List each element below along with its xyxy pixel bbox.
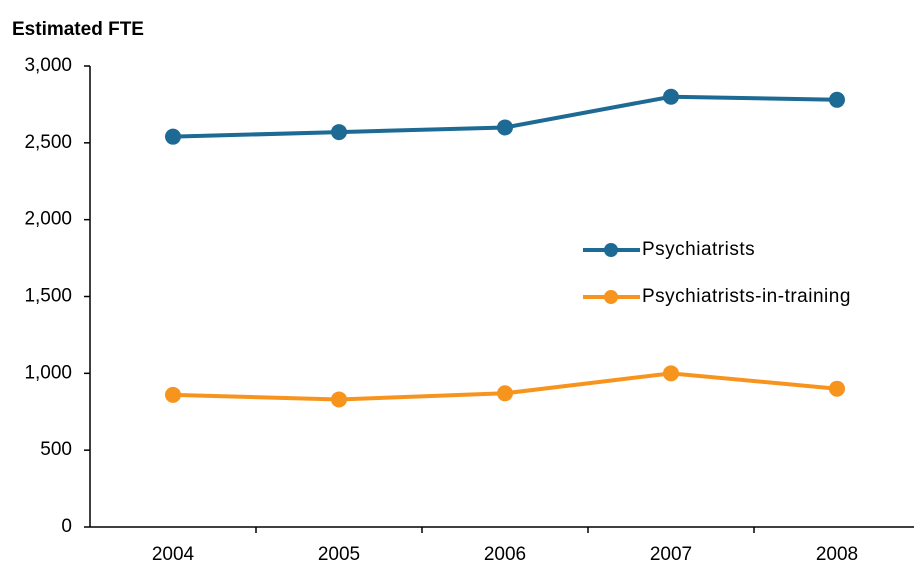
- point: [497, 385, 513, 401]
- point: [497, 119, 513, 135]
- legend-label: Psychiatrists: [642, 239, 755, 260]
- legend-marker: [604, 243, 618, 257]
- x-tick-label: 2007: [650, 544, 692, 565]
- point: [165, 387, 181, 403]
- y-axis-label: Estimated FTE: [12, 19, 144, 40]
- point: [829, 92, 845, 108]
- legend-marker: [604, 290, 618, 304]
- y-tick-label: 2,000: [24, 209, 72, 230]
- x-tick-label: 2004: [152, 544, 195, 565]
- point: [829, 381, 845, 397]
- y-tick-label: 3,000: [24, 55, 72, 76]
- y-tick-label: 500: [40, 439, 72, 460]
- y-tick-label: 1,500: [24, 286, 72, 307]
- x-tick-label: 2005: [318, 544, 360, 565]
- x-tick-label: 2006: [484, 544, 526, 565]
- point: [331, 391, 347, 407]
- point: [331, 124, 347, 140]
- legend-label: Psychiatrists-in-training: [642, 286, 851, 307]
- point: [663, 365, 679, 381]
- y-tick-label: 1,000: [24, 362, 72, 383]
- y-tick-label: 0: [61, 516, 72, 537]
- point: [165, 129, 181, 145]
- x-tick-label: 2008: [816, 544, 858, 565]
- y-tick-label: 2,500: [24, 132, 72, 153]
- point: [663, 89, 679, 105]
